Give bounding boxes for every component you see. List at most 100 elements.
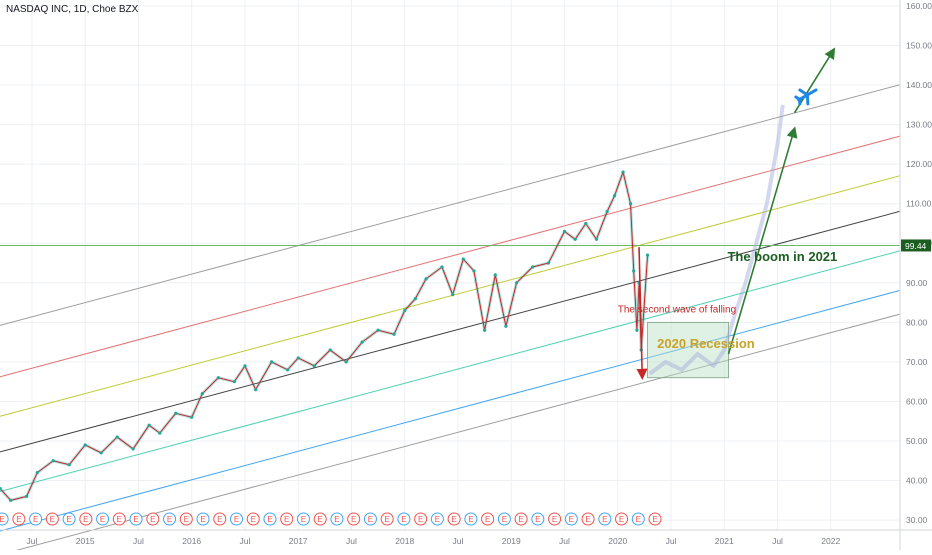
earnings-marker-label: E [251, 515, 256, 524]
price-point [51, 459, 55, 463]
earnings-marker [631, 512, 645, 526]
price-point [131, 447, 135, 451]
price-point [158, 431, 162, 435]
earnings-marker-label: E [468, 515, 473, 524]
price-point [628, 202, 633, 206]
chart-title: NASDAQ INC, 1D, Choe BZX [6, 4, 139, 15]
y-tick-label: 120.00 [906, 159, 932, 169]
earnings-marker [414, 512, 428, 526]
earnings-marker [514, 512, 528, 526]
annotation-label: 2020 Recession [657, 336, 755, 351]
earnings-marker [179, 512, 193, 526]
price-point [360, 340, 364, 344]
price-point [440, 265, 444, 269]
earnings-marker-label: E [569, 515, 574, 524]
x-tick-label: 2021 [715, 536, 734, 546]
price-point [115, 435, 119, 439]
earnings-marker-label: E [167, 515, 172, 524]
channel-line [0, 210, 901, 453]
price-point [312, 364, 316, 368]
price-point [9, 498, 13, 502]
earnings-marker-label: E [184, 515, 189, 524]
price-point [483, 328, 487, 332]
earnings-marker [363, 512, 377, 526]
price-point [546, 261, 551, 265]
price-point [594, 237, 599, 241]
annotation-label: The boom in 2021 [727, 249, 837, 264]
y-tick-label: 130.00 [906, 120, 932, 130]
price-point [451, 293, 455, 297]
price-point [632, 269, 636, 273]
price-point [645, 253, 650, 257]
price-point [530, 265, 535, 269]
earnings-marker-label: E [585, 515, 590, 524]
x-tick-label: 2015 [76, 536, 95, 546]
x-tick-label: 2020 [608, 536, 627, 546]
earnings-marker [615, 512, 629, 526]
projection-line [648, 104, 785, 376]
price-point [99, 451, 103, 455]
price-point [190, 415, 194, 419]
x-tick-label: 2017 [289, 536, 308, 546]
earnings-marker [129, 512, 143, 526]
earnings-marker [464, 512, 478, 526]
y-axis: 30.0040.0050.0060.0070.0080.0090.00100.0… [906, 1, 932, 525]
y-tick-label: 160.00 [906, 1, 932, 11]
price-point [584, 221, 588, 226]
price-point [424, 277, 428, 281]
price-point [269, 360, 274, 364]
earnings-marker-label: E [66, 515, 71, 524]
x-tick-label: Jul [453, 536, 464, 546]
earnings-marker [481, 512, 495, 526]
earnings-marker-label: E [401, 515, 406, 524]
earnings-marker-label: E [418, 515, 423, 524]
y-tick-label: 50.00 [906, 436, 928, 446]
x-tick-label: 2016 [182, 536, 201, 546]
channel-line [0, 250, 901, 492]
earnings-marker [397, 512, 411, 526]
y-tick-label: 60.00 [906, 396, 928, 406]
price-point [621, 170, 625, 174]
price-point [413, 297, 417, 301]
y-tick-label: 140.00 [906, 80, 932, 90]
y-tick-label: 150.00 [906, 40, 932, 50]
x-tick-label: Jul [133, 536, 144, 546]
x-tick-label: Jul [27, 536, 38, 546]
x-tick-label: 2018 [395, 536, 414, 546]
x-tick-label: 2022 [821, 536, 840, 546]
annotation-arrow [636, 247, 648, 380]
earnings-marker [280, 512, 294, 526]
price-point [25, 494, 29, 498]
x-tick-label: Jul [346, 536, 357, 546]
earnings-marker-label: E [117, 515, 122, 524]
price-point [83, 443, 87, 447]
x-tick-label: Jul [666, 536, 677, 546]
price-point [403, 308, 407, 313]
earnings-marker [29, 512, 43, 526]
earnings-marker [564, 512, 578, 526]
annotation-arrow [727, 126, 798, 355]
price-point [635, 328, 639, 332]
price-point [296, 356, 300, 360]
earnings-marker [246, 512, 260, 526]
y-tick-label: 30.00 [906, 515, 928, 525]
price-point [612, 194, 617, 198]
price-point [605, 210, 609, 214]
y-tick-label: 90.00 [906, 278, 928, 288]
x-tick-label: Jul [240, 536, 251, 546]
earnings-marker [0, 512, 9, 526]
price-point [0, 486, 2, 491]
earnings-marker-label: E [133, 515, 138, 524]
x-axis: Jul 2015 Jul 2016 Jul 2017 Jul 2018 Jul 2019 Jul 20… [27, 536, 841, 546]
price-point [328, 348, 332, 352]
channel-line [0, 135, 901, 378]
earnings-marker [430, 512, 444, 526]
earnings-marker [531, 512, 545, 526]
earnings-marker-label: E [318, 515, 323, 524]
price-point [376, 328, 380, 332]
y-tick-label: 40.00 [906, 476, 928, 486]
earnings-marker-label: E [485, 515, 490, 524]
